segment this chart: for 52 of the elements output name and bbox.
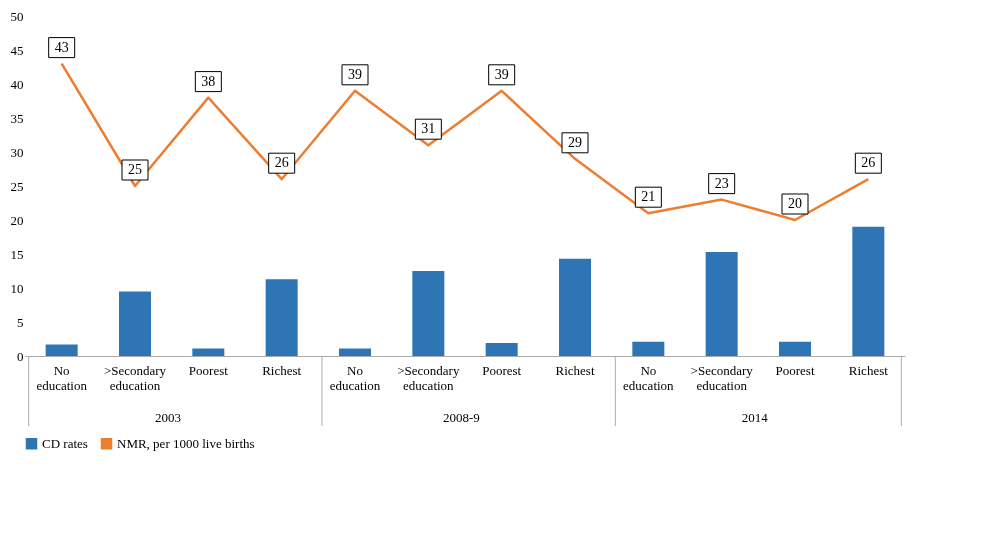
y-tick-label: 35 — [10, 110, 24, 126]
bar — [705, 251, 738, 356]
y-tick-label: 5 — [17, 314, 24, 330]
y-tick-label: 40 — [10, 76, 24, 92]
bar — [779, 341, 811, 356]
data-label: 26 — [861, 155, 876, 171]
x-tick-label: >Secondary education — [397, 362, 460, 393]
x-tick-label: No education — [36, 362, 88, 393]
bar — [852, 226, 885, 356]
data-label: 39 — [348, 66, 362, 82]
y-tick-label: 15 — [10, 246, 24, 262]
legend-label: CD rates — [42, 435, 88, 451]
text: 2008-9 — [442, 410, 480, 425]
data-label: 38 — [201, 73, 216, 89]
bar — [632, 341, 665, 356]
x-tick-label: Richest — [555, 362, 595, 378]
legend-label: NMR, per 1000 live births — [117, 435, 255, 451]
data-label: 23 — [714, 175, 729, 191]
y-tick-label: 25 — [10, 178, 24, 194]
x-tick-label: >Secondary education — [103, 362, 167, 393]
bar — [265, 279, 298, 356]
text: 2014 — [741, 410, 769, 425]
data-label: 26 — [274, 155, 289, 171]
x-tick-label: Poorest — [482, 362, 522, 378]
data-label: 43 — [54, 39, 69, 55]
y-tick-label: 20 — [10, 212, 24, 228]
y-tick-label: 10 — [10, 280, 24, 296]
x-tick-label: Richest — [848, 362, 889, 378]
data-label: 29 — [568, 134, 582, 150]
data-label: 39 — [494, 66, 509, 82]
x-tick-label: Poorest — [775, 362, 815, 378]
bar — [339, 348, 371, 356]
x-tick-label: No education — [329, 362, 381, 393]
y-tick-label: 30 — [10, 144, 24, 160]
data-label: 21 — [641, 189, 656, 205]
y-tick-label: 0 — [17, 348, 24, 364]
bar — [45, 344, 78, 356]
y-tick-label: 50 — [10, 8, 24, 24]
bar — [559, 258, 591, 356]
x-tick-label: No education — [623, 362, 675, 393]
text: 2003 — [155, 410, 181, 425]
bar — [412, 271, 445, 356]
x-tick-label: Richest — [262, 362, 302, 378]
x-tick-label: >Secondary education — [690, 362, 754, 393]
data-label: 25 — [128, 162, 142, 177]
data-label: 20 — [788, 196, 802, 211]
bar — [119, 291, 151, 356]
bar — [485, 343, 518, 356]
data-label: 31 — [421, 121, 436, 137]
bar — [192, 348, 225, 356]
y-tick-label: 45 — [10, 42, 24, 58]
x-tick-label: Poorest — [188, 362, 229, 378]
